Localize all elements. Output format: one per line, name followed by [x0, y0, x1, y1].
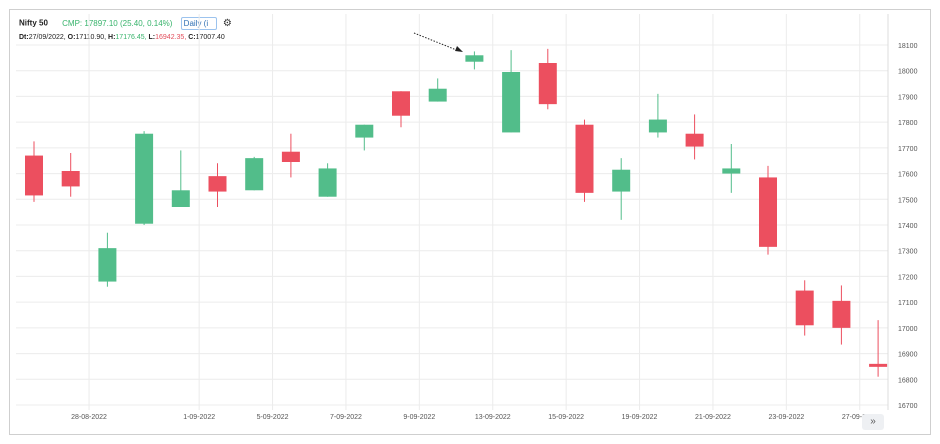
- candle-body: [612, 169, 631, 192]
- candle[interactable]: [685, 114, 704, 160]
- candle-body: [575, 124, 594, 193]
- candle-body: [135, 133, 154, 224]
- y-tick-label: 17100: [898, 300, 918, 307]
- candle[interactable]: [722, 144, 741, 193]
- open-label: O:: [67, 34, 76, 41]
- candle-body: [428, 88, 447, 102]
- candle-body: [795, 290, 814, 326]
- y-tick-label: 17200: [898, 274, 918, 281]
- gear-icon[interactable]: ⚙: [222, 18, 232, 29]
- candle[interactable]: [538, 48, 557, 110]
- y-tick-label: 17600: [898, 172, 918, 179]
- candle[interactable]: [759, 165, 777, 255]
- candle-body: [502, 72, 521, 133]
- candle-body: [648, 119, 667, 133]
- candle-body: [25, 155, 43, 196]
- annotation-arrow: [413, 32, 463, 52]
- candle-body: [98, 248, 117, 282]
- y-tick-label: 17000: [898, 326, 918, 333]
- candle[interactable]: [318, 163, 337, 197]
- candle[interactable]: [648, 93, 667, 138]
- close-label: C:: [188, 34, 196, 41]
- x-tick-label: 19-09-2022: [622, 414, 658, 421]
- candle[interactable]: [465, 51, 484, 70]
- candle[interactable]: [355, 124, 374, 151]
- candles: [25, 48, 888, 377]
- candle-body: [208, 176, 227, 192]
- candle[interactable]: [25, 141, 43, 202]
- candle-body: [759, 177, 777, 247]
- y-tick-label: 18000: [898, 69, 918, 76]
- candle-body: [722, 168, 741, 174]
- y-tick-label: 16700: [898, 403, 918, 410]
- candle[interactable]: [171, 150, 190, 207]
- double-chevron-right-icon[interactable]: »: [862, 414, 884, 430]
- y-tick-label: 17700: [898, 146, 918, 153]
- candle-body: [318, 168, 337, 197]
- y-tick-label: 16900: [898, 352, 918, 359]
- date-label: Dt:: [19, 34, 29, 41]
- grid-lines: [16, 14, 888, 410]
- x-axis: 28-08-2022 1-09-2022 5-09-2022 7-09-2022 9-0…: [71, 414, 878, 421]
- candle[interactable]: [98, 232, 117, 287]
- candle[interactable]: [502, 50, 521, 133]
- candle-body: [171, 190, 190, 207]
- x-tick-label: 21-09-2022: [695, 414, 731, 421]
- low-label: L:: [148, 34, 156, 41]
- y-tick-label: 17800: [898, 120, 918, 127]
- candle-body: [281, 151, 300, 162]
- x-tick-label: 13-09-2022: [475, 414, 511, 421]
- candle[interactable]: [832, 285, 851, 345]
- x-tick-label: 15-09-2022: [548, 414, 584, 421]
- candle-body: [392, 91, 410, 116]
- x-tick-label: 27-09-2022: [842, 414, 878, 421]
- y-tick-label: 18100: [898, 43, 918, 50]
- symbol-name: Nifty 50: [19, 18, 48, 28]
- low-value: 16942.35,: [155, 34, 187, 41]
- candle-body: [538, 63, 557, 105]
- candle[interactable]: [208, 163, 227, 207]
- y-tick-label: 17900: [898, 94, 918, 101]
- x-tick-label: 28-08-2022: [71, 414, 107, 421]
- candle[interactable]: [869, 320, 888, 377]
- y-tick-label: 16800: [898, 377, 918, 384]
- open-value: 17110.90,: [75, 34, 107, 41]
- candle[interactable]: [795, 280, 814, 336]
- y-tick-label: 17300: [898, 249, 918, 256]
- y-tick-label: 17400: [898, 223, 918, 230]
- y-tick-label: 17500: [898, 197, 918, 204]
- candle[interactable]: [281, 133, 300, 178]
- x-tick-label: 5-09-2022: [257, 414, 289, 421]
- ohlc-readout: Dt:27/09/2022, O:17110.90, H:17176.45, L…: [19, 34, 225, 41]
- candle-body: [869, 363, 888, 367]
- candle[interactable]: [245, 156, 264, 191]
- close-value: 17007.40: [195, 34, 225, 41]
- y-axis: 16700 16800 16900 17000 17100 17200 17300 17400…: [887, 14, 918, 410]
- candle-body: [832, 300, 851, 328]
- candle[interactable]: [575, 119, 594, 202]
- candle-body: [355, 124, 374, 138]
- candle[interactable]: [135, 131, 154, 225]
- date-value: 27/09/2022,: [28, 34, 66, 41]
- x-tick-label: 9-09-2022: [403, 414, 435, 421]
- candle[interactable]: [61, 153, 80, 197]
- candle[interactable]: [612, 158, 631, 220]
- candle-body: [61, 171, 80, 187]
- cmp-value: CMP: 17897.10 (25.40, 0.14%): [62, 18, 173, 28]
- x-tick-label: 7-09-2022: [330, 414, 362, 421]
- high-label: H:: [108, 34, 116, 41]
- candle[interactable]: [428, 78, 447, 102]
- candle-body: [685, 133, 704, 147]
- x-tick-label: 23-09-2022: [768, 414, 804, 421]
- chart-frame: [9, 9, 931, 435]
- candle-body: [465, 55, 484, 62]
- candle[interactable]: [392, 91, 410, 128]
- candle-body: [245, 158, 264, 191]
- high-value: 17176.45,: [115, 34, 147, 41]
- x-tick-label: 1-09-2022: [183, 414, 215, 421]
